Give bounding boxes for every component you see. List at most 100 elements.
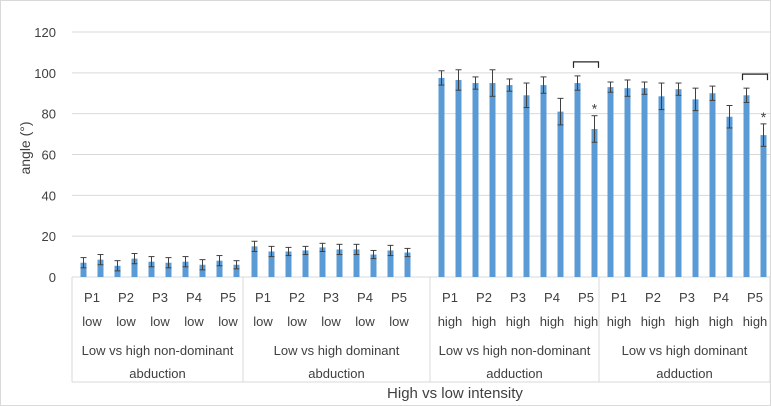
x-tick-label-intensity: low [150,314,170,329]
bar [114,265,121,277]
bar [148,261,155,277]
bar [540,85,547,277]
bar [319,247,326,277]
bar [131,258,138,277]
bar [251,246,258,277]
bar [404,252,411,277]
x-tick-label-participant: P5 [747,290,763,305]
x-tick-label-participant: P4 [544,290,560,305]
y-tick-label: 0 [49,270,56,285]
x-tick-label-participant: P2 [289,290,305,305]
x-tick-label-intensity: high [506,314,531,329]
x-group-label: Low vs high non-dominant [439,343,591,358]
x-tick-label-participant: P4 [357,290,373,305]
annotations: ** [572,61,769,125]
bar [182,261,189,277]
x-tick-label-participant: P1 [255,290,271,305]
y-tick-label: 100 [34,66,56,81]
x-tick-label-participant: P2 [118,290,134,305]
x-tick-label-participant: P4 [186,290,202,305]
error-bars [80,69,767,272]
x-tick-label-participant: P4 [713,290,729,305]
x-tick-label-participant: P5 [578,290,594,305]
y-tick-label: 60 [42,148,56,163]
y-axis-label: angle (°) [17,121,33,174]
significance-bracket [572,61,600,68]
x-tick-label-participant: P3 [152,290,168,305]
x-tick-label-intensity: low [218,314,238,329]
y-tick-label: 20 [42,229,56,244]
x-axis: P1 low P2 low P3 low P4 low P5 low Low vs high non… [71,277,771,383]
bar [726,116,733,278]
bar [557,111,564,277]
significance-asterisk: * [592,101,598,117]
bar [370,254,377,277]
gridlines [72,31,770,278]
bar [574,83,581,278]
x-tick-label-intensity: low [184,314,204,329]
significance-bracket [741,73,769,81]
bar [624,88,631,277]
x-tick-label-participant: P2 [476,290,492,305]
x-tick-label-participant: P3 [679,290,695,305]
x-tick-label-intensity: high [607,314,632,329]
x-tick-label-participant: P1 [84,290,100,305]
bar [438,77,445,277]
bar [97,259,104,277]
x-group-label: Low vs high non-dominant [82,343,234,358]
bar [523,95,530,278]
x-tick-label-participant: P5 [391,290,407,305]
bar [692,99,699,277]
x-tick-label-intensity: low [355,314,375,329]
bar [387,250,394,277]
x-tick-label-participant: P5 [220,290,236,305]
bar [760,135,767,277]
x-tick-label-intensity: high [641,314,666,329]
x-tick-label-participant: P3 [323,290,339,305]
x-group-label: adduction [486,366,542,381]
bar [591,128,598,277]
x-tick-label-intensity: high [438,314,463,329]
bar [353,249,360,277]
bar [641,88,648,277]
bar [199,264,206,277]
bar [455,79,462,278]
x-tick-label-intensity: low [287,314,307,329]
x-tick-label-intensity: high [675,314,700,329]
bar [472,83,479,278]
x-group-label: Low vs high dominant [274,343,400,358]
bar [268,251,275,277]
x-group-label: adduction [656,366,712,381]
bar [607,87,614,277]
bar [216,260,223,277]
x-group-label: abduction [129,366,185,381]
bar [80,262,87,277]
x-tick-label-intensity: low [116,314,136,329]
x-tick-label-participant: P1 [442,290,458,305]
bar [302,250,309,277]
y-tick-labels: 0 20 40 60 80 100 120 [34,25,56,285]
x-tick-label-participant: P2 [645,290,661,305]
x-group-label: Low vs high dominant [622,343,748,358]
y-tick-label: 80 [42,107,56,122]
x-tick-label-intensity: high [472,314,497,329]
bar [165,262,172,277]
x-group-label: abduction [308,366,364,381]
bars [80,77,767,278]
bar [675,89,682,278]
x-tick-label-participant: P1 [611,290,627,305]
bar [709,93,716,277]
x-tick-label-intensity: low [82,314,102,329]
bar [506,85,513,277]
bar [285,251,292,277]
x-tick-label-participant: P3 [510,290,526,305]
bar [658,96,665,277]
x-tick-label-intensity: low [253,314,273,329]
x-tick-label-intensity: high [540,314,565,329]
bar [743,95,750,278]
y-tick-label: 40 [42,188,56,203]
x-tick-label-intensity: high [574,314,599,329]
x-tick-label-intensity: high [709,314,734,329]
x-tick-label-intensity: high [743,314,768,329]
